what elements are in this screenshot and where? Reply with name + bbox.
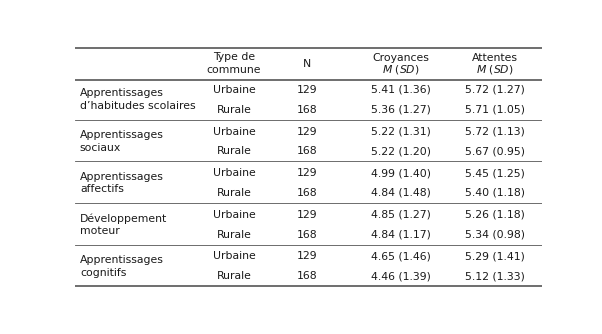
Text: $M$ $(SD)$: $M$ $(SD)$ (382, 63, 420, 76)
Text: 5.22 (1.31): 5.22 (1.31) (371, 127, 431, 137)
Text: 129: 129 (297, 85, 317, 95)
Text: Urbaine: Urbaine (213, 127, 255, 137)
Text: Rurale: Rurale (217, 105, 251, 115)
Text: Rurale: Rurale (217, 271, 251, 281)
Text: 5.67 (0.95): 5.67 (0.95) (465, 146, 525, 156)
Text: Urbaine: Urbaine (213, 168, 255, 178)
Text: Apprentissages
cognitifs: Apprentissages cognitifs (80, 255, 164, 278)
Text: 5.45 (1.25): 5.45 (1.25) (465, 168, 525, 178)
Text: 129: 129 (297, 252, 317, 262)
Text: 4.84 (1.48): 4.84 (1.48) (371, 188, 431, 198)
Text: 5.41 (1.36): 5.41 (1.36) (371, 85, 431, 95)
Text: Développement
moteur: Développement moteur (80, 213, 167, 236)
Text: 5.36 (1.27): 5.36 (1.27) (371, 105, 431, 115)
Text: Rurale: Rurale (217, 146, 251, 156)
Text: 5.71 (1.05): 5.71 (1.05) (465, 105, 525, 115)
Text: 5.26 (1.18): 5.26 (1.18) (465, 210, 525, 220)
Text: 4.84 (1.17): 4.84 (1.17) (371, 230, 431, 239)
Text: Urbaine: Urbaine (213, 210, 255, 220)
Text: 5.29 (1.41): 5.29 (1.41) (465, 252, 525, 262)
Text: 5.34 (0.98): 5.34 (0.98) (465, 230, 525, 239)
Text: 129: 129 (297, 127, 317, 137)
Text: Apprentissages
d’habitudes scolaires: Apprentissages d’habitudes scolaires (80, 89, 196, 111)
Text: $M$ $(SD)$: $M$ $(SD)$ (476, 63, 514, 76)
Text: Urbaine: Urbaine (213, 85, 255, 95)
Text: 4.99 (1.40): 4.99 (1.40) (371, 168, 431, 178)
Text: 168: 168 (297, 271, 317, 281)
Text: 5.72 (1.13): 5.72 (1.13) (465, 127, 525, 137)
Text: 5.12 (1.33): 5.12 (1.33) (465, 271, 525, 281)
Text: Rurale: Rurale (217, 230, 251, 239)
Text: Croyances: Croyances (373, 53, 429, 63)
Text: Type de
commune: Type de commune (206, 52, 261, 75)
Text: 5.22 (1.20): 5.22 (1.20) (371, 146, 431, 156)
Text: 4.85 (1.27): 4.85 (1.27) (371, 210, 431, 220)
Text: Attentes: Attentes (472, 53, 518, 63)
Text: Urbaine: Urbaine (213, 252, 255, 262)
Text: N: N (303, 59, 311, 69)
Text: 4.65 (1.46): 4.65 (1.46) (371, 252, 431, 262)
Text: 168: 168 (297, 105, 317, 115)
Text: 5.72 (1.27): 5.72 (1.27) (465, 85, 525, 95)
Text: 168: 168 (297, 188, 317, 198)
Text: 4.46 (1.39): 4.46 (1.39) (371, 271, 431, 281)
Text: Rurale: Rurale (217, 188, 251, 198)
Text: Apprentissages
sociaux: Apprentissages sociaux (80, 130, 164, 153)
Text: 168: 168 (297, 146, 317, 156)
Text: 5.40 (1.18): 5.40 (1.18) (465, 188, 525, 198)
Text: Apprentissages
affectifs: Apprentissages affectifs (80, 172, 164, 194)
Text: 129: 129 (297, 168, 317, 178)
Text: 129: 129 (297, 210, 317, 220)
Text: 168: 168 (297, 230, 317, 239)
